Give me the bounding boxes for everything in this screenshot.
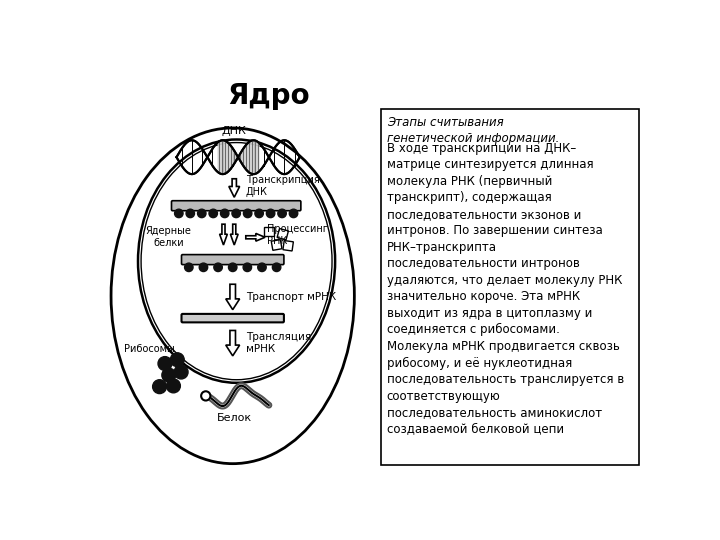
Text: Этапы считывания
генетической информации.: Этапы считывания генетической информации… — [387, 116, 559, 145]
Polygon shape — [226, 330, 240, 356]
Polygon shape — [220, 224, 228, 245]
Circle shape — [153, 380, 166, 394]
Circle shape — [158, 356, 172, 370]
Circle shape — [228, 263, 237, 272]
Circle shape — [209, 209, 217, 218]
FancyBboxPatch shape — [283, 240, 293, 251]
Circle shape — [278, 209, 287, 218]
Circle shape — [258, 263, 266, 272]
Circle shape — [184, 263, 193, 272]
Circle shape — [232, 209, 240, 218]
Circle shape — [162, 368, 176, 382]
Text: Белок: Белок — [217, 413, 252, 423]
Polygon shape — [226, 284, 240, 309]
Text: Рибосомы: Рибосомы — [124, 345, 175, 354]
Polygon shape — [217, 140, 259, 174]
Text: Транскрипция
ДНК: Транскрипция ДНК — [246, 175, 320, 197]
Circle shape — [243, 263, 251, 272]
Text: Процессинг
РНК: Процессинг РНК — [267, 224, 328, 246]
Polygon shape — [229, 179, 240, 197]
Text: Транспорт мРНК: Транспорт мРНК — [246, 292, 336, 301]
FancyBboxPatch shape — [181, 254, 284, 265]
Circle shape — [166, 379, 180, 393]
Text: Ядро: Ядро — [228, 82, 310, 110]
Circle shape — [214, 263, 222, 272]
FancyBboxPatch shape — [277, 228, 289, 240]
Circle shape — [197, 209, 206, 218]
Text: Трансляция
мРНК: Трансляция мРНК — [246, 332, 311, 354]
Circle shape — [255, 209, 264, 218]
Circle shape — [174, 209, 183, 218]
FancyBboxPatch shape — [181, 314, 284, 322]
Circle shape — [186, 209, 194, 218]
Circle shape — [272, 263, 281, 272]
Circle shape — [266, 209, 275, 218]
Polygon shape — [246, 233, 265, 241]
Bar — [381, 110, 639, 465]
Text: В ходе транскрипции на ДНК–
матрице синтезируется длинная
молекула РНК (первичны: В ходе транскрипции на ДНК– матрице синт… — [387, 142, 624, 436]
Circle shape — [174, 365, 188, 379]
FancyBboxPatch shape — [264, 226, 274, 236]
FancyBboxPatch shape — [171, 201, 301, 211]
Circle shape — [199, 263, 207, 272]
Circle shape — [201, 392, 210, 401]
Circle shape — [171, 353, 184, 367]
Circle shape — [220, 209, 229, 218]
Text: ДНК: ДНК — [222, 126, 247, 136]
Circle shape — [243, 209, 252, 218]
Circle shape — [289, 209, 298, 218]
FancyBboxPatch shape — [271, 240, 282, 251]
Polygon shape — [230, 224, 238, 245]
Text: Ядерные
белки: Ядерные белки — [146, 226, 192, 248]
Ellipse shape — [111, 128, 354, 464]
